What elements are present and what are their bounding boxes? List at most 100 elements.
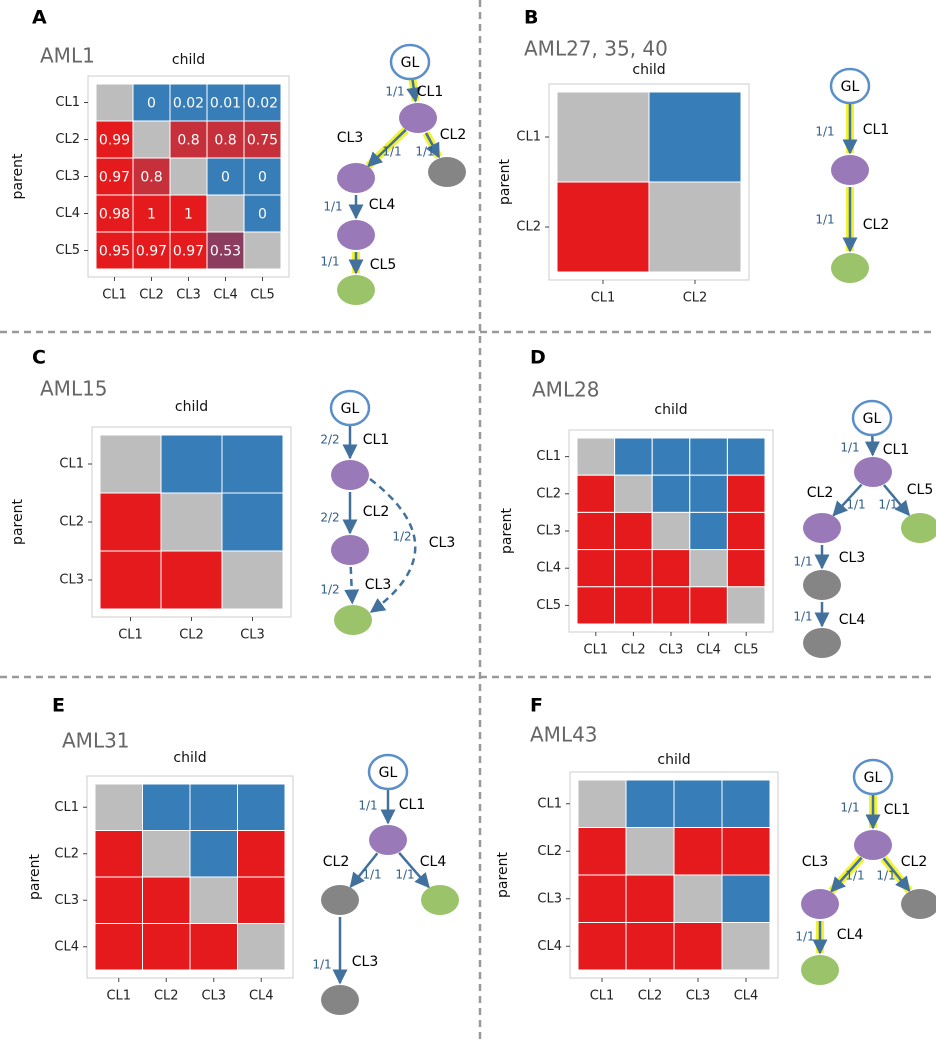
heatmap-cell — [651, 511, 691, 551]
col-label: CL3 — [659, 643, 684, 658]
tree-node — [421, 885, 459, 915]
tree-node — [854, 457, 892, 487]
heatmap-cell — [142, 876, 191, 924]
clone-label: CL3 — [352, 954, 378, 970]
cell-value: 0.8 — [140, 170, 162, 186]
tree-node — [831, 155, 869, 185]
heatmap-cell — [576, 586, 616, 625]
tree-node — [329, 389, 371, 427]
tree-node — [331, 535, 369, 565]
col-label: CL2 — [638, 989, 663, 1004]
edge-fraction: 1/1 — [876, 869, 895, 883]
edge — [349, 852, 379, 888]
heatmap-cell — [576, 549, 616, 588]
clone-label: CL1 — [363, 432, 389, 448]
heatmap-cell — [237, 830, 286, 878]
heatmap-cell — [577, 779, 627, 828]
heatmap-cell — [625, 874, 675, 923]
edge-fraction: 1/1 — [845, 869, 864, 883]
tree-node — [831, 253, 869, 283]
heatmap-cell — [94, 876, 143, 924]
col-label: CL4 — [213, 288, 238, 303]
tree-node — [803, 628, 841, 658]
heatmap-cell — [142, 783, 191, 831]
edge-fraction: 1/1 — [415, 145, 434, 159]
heatmap-cell — [577, 922, 627, 971]
heatmap-cell — [160, 550, 223, 610]
edge — [424, 132, 441, 159]
col-label: CL1 — [590, 989, 615, 1004]
heatmap-cell — [206, 194, 245, 233]
tree-node — [901, 889, 936, 919]
cell-value: 0.53 — [210, 244, 241, 260]
edge — [369, 478, 417, 614]
clone-label: CL1 — [399, 797, 425, 813]
heatmap-cell — [99, 492, 162, 552]
y-axis-label: parent — [499, 508, 515, 554]
node-label: GL — [841, 79, 860, 95]
node-label: GL — [401, 55, 420, 71]
heatmap-cell — [99, 434, 162, 494]
heatmap-cell — [221, 550, 284, 610]
row-label: CL1 — [59, 457, 84, 472]
heatmap-cell — [689, 586, 728, 625]
edge — [830, 856, 863, 893]
tree-node — [321, 985, 359, 1015]
edge-fraction: 2/2 — [320, 511, 339, 525]
heatmap-cell — [673, 874, 723, 923]
heatmap-cell — [206, 120, 245, 159]
y-axis-label: parent — [495, 852, 511, 898]
tree-node — [801, 889, 839, 919]
edge — [406, 78, 422, 103]
heatmap-cell — [651, 437, 691, 476]
heatmap-cell — [142, 830, 191, 878]
heatmap-cell — [132, 83, 171, 122]
clone-label: CL1 — [884, 802, 910, 818]
cell-value: 0.99 — [99, 133, 130, 149]
cell-value: 0.02 — [173, 96, 204, 112]
clone-label: CL4 — [839, 612, 866, 628]
edge-fraction: 1/1 — [793, 555, 812, 569]
clone-label: CL4 — [837, 927, 864, 943]
cell-value: 0 — [258, 170, 267, 186]
clone-label: CL2 — [323, 854, 349, 870]
x-axis-label: child — [632, 62, 665, 78]
col-label: CL1 — [102, 288, 127, 303]
heatmap-cell — [221, 492, 284, 552]
heatmap-cell — [95, 157, 134, 196]
cell-value: 0.97 — [99, 170, 130, 186]
panel-title: AML27, 35, 40 — [524, 37, 668, 61]
heatmap-cell — [189, 876, 238, 924]
heatmap-cell — [556, 91, 650, 183]
heatmap-cell — [221, 434, 284, 494]
cell-value: 0.75 — [247, 133, 278, 149]
clone-label: CL5 — [370, 257, 396, 273]
tree-node — [901, 513, 936, 543]
heatmap-cell — [160, 434, 223, 494]
x-axis-label: child — [657, 752, 690, 768]
heatmap-cell — [94, 830, 143, 878]
heatmap-cell — [243, 231, 282, 270]
clone-label: CL2 — [363, 504, 389, 520]
edge — [367, 128, 407, 168]
heatmap-cell — [95, 83, 134, 122]
edge-fraction: 1/1 — [815, 213, 834, 227]
cell-value: 0 — [147, 96, 156, 112]
tree-node — [428, 157, 466, 187]
edge-fraction: 1/1 — [320, 255, 339, 269]
col-label: CL4 — [696, 643, 721, 658]
panel-letter: A — [32, 7, 47, 29]
heatmap-cell — [237, 876, 286, 924]
col-label: CL5 — [250, 288, 275, 303]
heatmap-cell — [95, 231, 134, 270]
edge-fraction: 1/1 — [840, 441, 859, 455]
edge-fraction: 1/1 — [878, 498, 897, 512]
clone-label: CL3 — [365, 577, 391, 593]
row-label: CL2 — [55, 132, 80, 147]
col-label: CL5 — [734, 643, 759, 658]
clone-label: CL1 — [417, 84, 443, 100]
heatmap-cell — [689, 437, 728, 476]
col-label: CL2 — [139, 288, 164, 303]
cell-value: 0.98 — [99, 207, 130, 223]
edge-fraction: 1/1 — [795, 930, 814, 944]
